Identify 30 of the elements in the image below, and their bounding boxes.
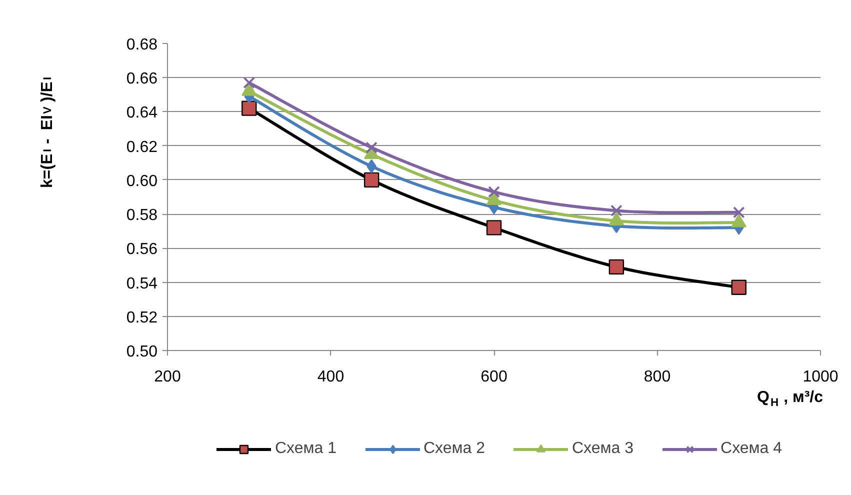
- x-axis-title: Q$_{Н}$, м³/с: [756, 389, 823, 410]
- point: [488, 186, 500, 198]
- y-tick-label: 0.68: [126, 36, 158, 54]
- y-tick-label: 0.56: [126, 241, 158, 258]
- y-tick-label: 0.50: [126, 344, 158, 360]
- y-tick-label: 0.54: [126, 275, 158, 292]
- x-tick-label: 200: [154, 368, 181, 386]
- y-tick-label: 0.64: [126, 104, 158, 122]
- legend-label: Схема 3: [572, 440, 634, 458]
- x-tick-label: 600: [480, 368, 508, 386]
- x-tick-label: 1000: [802, 368, 838, 386]
- legend-label: Схема 4: [720, 440, 782, 458]
- point: [243, 76, 256, 89]
- legend-label: Схема 2: [423, 440, 485, 458]
- point: [731, 280, 746, 295]
- x-tick-label: 400: [317, 368, 344, 386]
- y-tick-label: 0.60: [126, 172, 158, 190]
- point: [486, 220, 502, 236]
- point: [610, 204, 622, 217]
- point: [242, 100, 257, 116]
- point: [608, 259, 624, 275]
- y-tick-label: 0.66: [126, 70, 158, 88]
- y-tick-label: 0.58: [126, 207, 158, 224]
- x-tick-label: 800: [644, 368, 671, 386]
- point: [366, 142, 378, 154]
- y-tick-label: 0.52: [126, 309, 158, 326]
- point: [364, 172, 380, 188]
- point: [732, 206, 745, 218]
- y-tick-label: 0.62: [126, 138, 158, 156]
- legend-label: Схема 1: [274, 440, 336, 458]
